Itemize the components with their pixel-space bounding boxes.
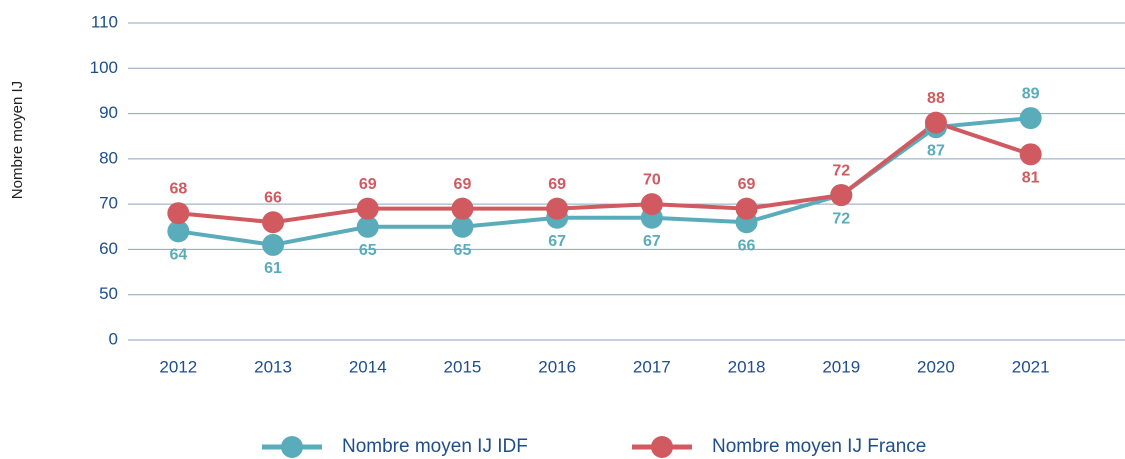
point — [167, 220, 190, 243]
x-tick-label: 2012 — [159, 357, 197, 376]
value-label: 69 — [548, 176, 566, 193]
point — [262, 233, 285, 256]
legend-marker — [651, 436, 673, 458]
value-label: 67 — [548, 233, 566, 250]
y-tick-label: 70 — [99, 194, 118, 213]
value-label: 61 — [264, 260, 282, 277]
point — [1019, 143, 1042, 166]
y-tick-label: 100 — [90, 58, 118, 77]
value-label: 72 — [832, 162, 850, 179]
x-tick-label: 2015 — [444, 357, 482, 376]
y-tick-label: 50 — [99, 284, 118, 303]
value-label: 87 — [927, 142, 945, 159]
point — [356, 215, 379, 238]
value-label: 69 — [359, 176, 377, 193]
value-label: 67 — [643, 233, 661, 250]
point — [924, 111, 947, 134]
x-tick-label: 2020 — [917, 357, 955, 376]
point — [1019, 107, 1042, 130]
value-label: 68 — [169, 180, 187, 197]
point — [262, 211, 285, 234]
x-tick-label: 2019 — [822, 357, 860, 376]
value-label: 89 — [1022, 85, 1040, 102]
legend-label: Nombre moyen IJ France — [712, 436, 926, 457]
point — [830, 184, 853, 207]
y-tick-label: 90 — [99, 103, 118, 122]
y-axis-label: Nombre moyen IJ — [9, 81, 26, 199]
x-tick-label: 2018 — [728, 357, 766, 376]
value-label: 66 — [264, 189, 282, 206]
value-label: 72 — [832, 210, 850, 227]
x-tick-label: 2016 — [538, 357, 576, 376]
point — [546, 197, 569, 220]
value-label: 69 — [738, 176, 756, 193]
series-line — [178, 120, 1032, 225]
y-tick-label: 80 — [99, 148, 118, 167]
point — [167, 202, 190, 225]
value-label: 66 — [738, 237, 756, 254]
point — [451, 197, 474, 220]
x-tick-label: 2021 — [1012, 357, 1050, 376]
value-label: 64 — [169, 247, 187, 264]
x-tick-label: 2013 — [254, 357, 292, 376]
legend-marker — [281, 436, 303, 458]
value-label: 69 — [454, 176, 472, 193]
y-tick-label: 0 — [109, 329, 118, 348]
value-label: 88 — [927, 90, 945, 107]
x-tick-label: 2014 — [349, 357, 387, 376]
legend-label: Nombre moyen IJ IDF — [342, 436, 528, 457]
y-tick-label: 60 — [99, 239, 118, 258]
value-label: 70 — [643, 171, 661, 188]
x-tick-label: 2017 — [633, 357, 671, 376]
point — [356, 197, 379, 220]
point — [451, 215, 474, 238]
series-line — [178, 116, 1031, 247]
value-label: 65 — [454, 242, 472, 259]
value-label: 81 — [1022, 170, 1040, 187]
point — [640, 193, 663, 216]
point — [735, 197, 758, 220]
y-tick-label: 110 — [91, 12, 118, 31]
value-label: 65 — [359, 242, 377, 259]
